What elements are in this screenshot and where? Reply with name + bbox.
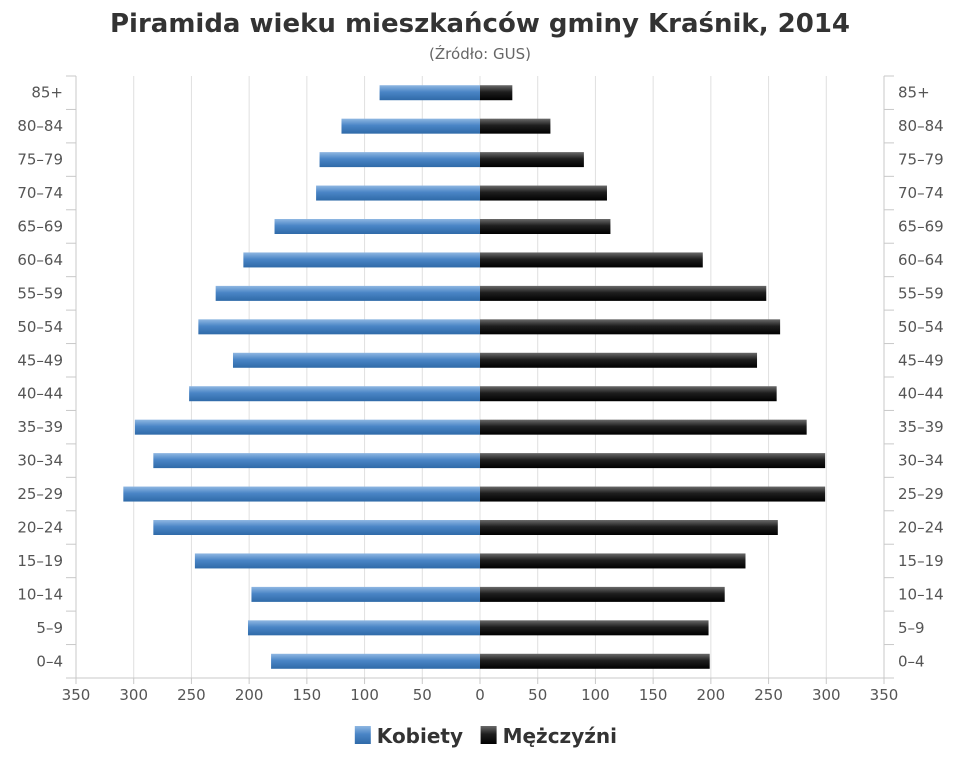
bar-kobiety — [274, 219, 480, 234]
bar-kobiety — [319, 152, 480, 168]
x-tick-label: 200 — [697, 686, 726, 704]
y-tick-label-right: 30–34 — [898, 452, 944, 470]
bar-mezczyzni — [480, 419, 807, 435]
bars — [123, 85, 826, 669]
y-tick-label-left: 15–19 — [17, 552, 63, 570]
bar-mezczyzni — [480, 252, 703, 268]
bar-mezczyzni — [480, 486, 826, 502]
bar-kobiety — [134, 419, 480, 435]
bar-kobiety — [215, 285, 480, 301]
legend-swatch-kobiety — [354, 726, 371, 744]
y-tick-label-right: 40–44 — [898, 385, 944, 403]
x-tick-label: 100 — [581, 686, 610, 704]
bar-mezczyzni — [480, 553, 746, 569]
legend-swatch-mezczyzni — [480, 726, 497, 744]
y-tick-label-left: 45–49 — [17, 351, 63, 369]
bar-kobiety — [341, 118, 480, 134]
y-tick-label-right: 75–79 — [898, 151, 944, 169]
y-tick-label-right: 65–69 — [898, 218, 944, 236]
bar-kobiety — [153, 520, 480, 535]
y-tick-label-left: 35–39 — [17, 418, 63, 436]
x-tick-label: 100 — [350, 686, 379, 704]
bar-mezczyzni — [480, 586, 725, 602]
y-tick-label-right: 20–24 — [898, 519, 944, 537]
x-tick-label: 50 — [413, 686, 432, 704]
bar-mezczyzni — [480, 653, 710, 669]
bar-kobiety — [189, 386, 480, 402]
y-tick-label-left: 65–69 — [17, 218, 63, 236]
bar-kobiety — [194, 553, 481, 569]
x-tick-label: 300 — [812, 686, 841, 704]
y-tick-label-right: 0–4 — [898, 652, 925, 670]
chart-subtitle: (Źródło: GUS) — [429, 44, 531, 63]
bar-kobiety — [251, 586, 480, 602]
y-tick-label-left: 60–64 — [17, 251, 63, 269]
bar-kobiety — [198, 319, 480, 335]
y-tick-label-left: 85+ — [31, 84, 63, 102]
y-tick-label-left: 55–59 — [17, 284, 63, 302]
y-tick-label-right: 45–49 — [898, 351, 944, 369]
y-tick-label-right: 50–54 — [898, 318, 944, 336]
y-tick-label-right: 25–29 — [898, 485, 944, 503]
x-tick-label: 200 — [235, 686, 264, 704]
x-tick-label: 350 — [62, 686, 91, 704]
bar-kobiety — [243, 252, 480, 268]
y-tick-label-right: 55–59 — [898, 284, 944, 302]
legend: Kobiety Mężczyźni — [354, 724, 617, 748]
y-tick-label-right: 10–14 — [898, 585, 944, 603]
legend-label-kobiety: Kobiety — [377, 724, 463, 748]
bar-mezczyzni — [480, 520, 778, 535]
y-tick-label-right: 60–64 — [898, 251, 944, 269]
y-tick-label-right: 5–9 — [898, 619, 925, 637]
bar-mezczyzni — [480, 285, 767, 301]
y-tick-label-left: 10–14 — [17, 585, 63, 603]
y-tick-label-left: 5–9 — [36, 619, 63, 637]
bar-mezczyzni — [480, 386, 777, 402]
y-tick-label-left: 75–79 — [17, 151, 63, 169]
y-tick-label-left: 80–84 — [17, 117, 63, 135]
bar-mezczyzni — [480, 152, 584, 168]
grid — [75, 76, 885, 678]
bar-kobiety — [153, 453, 480, 469]
bar-mezczyzni — [480, 319, 781, 335]
y-tick-label-right: 85+ — [898, 84, 930, 102]
y-tick-label-left: 40–44 — [17, 385, 63, 403]
bar-kobiety — [271, 653, 480, 669]
y-tick-label-left: 0–4 — [36, 652, 63, 670]
x-tick-label: 350 — [870, 686, 899, 704]
bar-mezczyzni — [480, 352, 758, 368]
x-tick-label: 250 — [754, 686, 783, 704]
bar-kobiety — [123, 486, 480, 502]
bar-kobiety — [316, 185, 480, 201]
x-tick-label: 50 — [528, 686, 547, 704]
bar-mezczyzni — [480, 219, 611, 234]
bar-mezczyzni — [480, 185, 607, 201]
y-tick-label-right: 80–84 — [898, 117, 944, 135]
y-tick-label-right: 70–74 — [898, 184, 944, 202]
y-tick-label-left: 30–34 — [17, 452, 63, 470]
x-tick-label: 150 — [639, 686, 668, 704]
x-tick-label: 250 — [177, 686, 206, 704]
bar-mezczyzni — [480, 620, 709, 636]
bar-mezczyzni — [480, 118, 551, 134]
legend-label-mezczyzni: Mężczyźni — [503, 724, 617, 748]
axes: 85+ 85+ 80–84 80–84 75–79 75–79 70–74 70–74 65–6… — [17, 75, 944, 704]
y-tick-label-left: 70–74 — [17, 184, 63, 202]
y-tick-label-right: 35–39 — [898, 418, 944, 436]
y-tick-label-right: 15–19 — [898, 552, 944, 570]
bar-kobiety — [247, 620, 480, 636]
bar-mezczyzni — [480, 453, 826, 469]
chart-title: Piramida wieku mieszkańców gminy Kraśnik… — [110, 9, 850, 39]
y-tick-label-left: 20–24 — [17, 519, 63, 537]
y-tick-label-left: 25–29 — [17, 485, 63, 503]
x-tick-label: 0 — [475, 686, 485, 704]
bar-kobiety — [232, 352, 480, 368]
bar-kobiety — [379, 85, 480, 101]
x-tick-label: 300 — [119, 686, 148, 704]
x-tick-label: 150 — [293, 686, 322, 704]
y-tick-label-left: 50–54 — [17, 318, 63, 336]
bar-mezczyzni — [480, 85, 513, 101]
